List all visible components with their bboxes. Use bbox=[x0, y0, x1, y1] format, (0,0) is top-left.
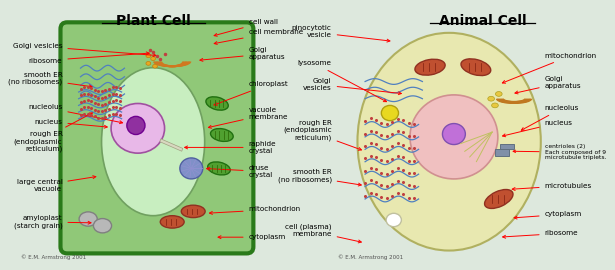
Text: centrioles (2)
Each composed of 9
microtubule triplets.: centrioles (2) Each composed of 9 microt… bbox=[513, 144, 606, 160]
Ellipse shape bbox=[146, 54, 151, 58]
FancyBboxPatch shape bbox=[60, 22, 253, 254]
Ellipse shape bbox=[180, 158, 203, 179]
Ellipse shape bbox=[151, 57, 156, 60]
Text: Golgi
vesicles: Golgi vesicles bbox=[303, 78, 402, 95]
Text: large central
vacuole: large central vacuole bbox=[17, 176, 96, 192]
Text: ribosome: ribosome bbox=[502, 230, 578, 238]
Ellipse shape bbox=[153, 64, 157, 68]
Text: cytoplasm: cytoplasm bbox=[514, 211, 582, 219]
Ellipse shape bbox=[210, 129, 233, 141]
Ellipse shape bbox=[79, 212, 97, 226]
Text: cell wall: cell wall bbox=[214, 19, 277, 36]
Text: nucleolus: nucleolus bbox=[522, 105, 579, 130]
Polygon shape bbox=[500, 144, 514, 149]
Ellipse shape bbox=[410, 95, 498, 179]
Text: nucleolus: nucleolus bbox=[28, 104, 122, 124]
Text: cell (plasma)
membrane: cell (plasma) membrane bbox=[285, 224, 362, 243]
Text: rough ER
(endoplasmic
reticulum): rough ER (endoplasmic reticulum) bbox=[283, 120, 362, 150]
Text: ribosome: ribosome bbox=[29, 52, 149, 63]
Text: amyloplast
(starch grain): amyloplast (starch grain) bbox=[14, 215, 91, 229]
Ellipse shape bbox=[127, 116, 145, 134]
Text: vacuole
membrane: vacuole membrane bbox=[208, 107, 288, 128]
Ellipse shape bbox=[381, 105, 399, 121]
Text: cytoplasm: cytoplasm bbox=[218, 234, 286, 240]
Ellipse shape bbox=[208, 162, 230, 175]
Text: nucleus: nucleus bbox=[502, 120, 573, 137]
Text: pinocytotic
vesicle: pinocytotic vesicle bbox=[292, 25, 390, 42]
Text: Golgi vesicles: Golgi vesicles bbox=[13, 43, 156, 57]
Text: druse
crystal: druse crystal bbox=[207, 165, 273, 178]
Polygon shape bbox=[160, 139, 183, 151]
Ellipse shape bbox=[93, 218, 111, 233]
Ellipse shape bbox=[461, 59, 491, 76]
Text: raphide
crystal: raphide crystal bbox=[184, 141, 276, 154]
Ellipse shape bbox=[206, 97, 228, 110]
Text: Animal Cell: Animal Cell bbox=[438, 14, 526, 28]
Ellipse shape bbox=[161, 216, 184, 228]
Ellipse shape bbox=[146, 62, 151, 65]
Text: microtubules: microtubules bbox=[512, 183, 592, 190]
Ellipse shape bbox=[101, 68, 205, 216]
Ellipse shape bbox=[496, 92, 502, 96]
Ellipse shape bbox=[485, 190, 513, 208]
Ellipse shape bbox=[111, 103, 165, 153]
Ellipse shape bbox=[415, 59, 445, 75]
Polygon shape bbox=[495, 149, 509, 156]
Text: smooth ER
(no ribosomes): smooth ER (no ribosomes) bbox=[8, 72, 92, 88]
Text: mitochondrion: mitochondrion bbox=[502, 53, 597, 83]
Ellipse shape bbox=[181, 205, 205, 218]
Text: Golgi
apparatus: Golgi apparatus bbox=[200, 47, 285, 61]
Text: smooth ER
(no ribosomes): smooth ER (no ribosomes) bbox=[277, 169, 361, 186]
Ellipse shape bbox=[442, 124, 466, 144]
Text: rough ER
(endoplasmic
reticulum): rough ER (endoplasmic reticulum) bbox=[14, 113, 92, 152]
Text: chloroplast: chloroplast bbox=[214, 81, 288, 105]
Text: Plant Cell: Plant Cell bbox=[116, 14, 191, 28]
Ellipse shape bbox=[386, 213, 402, 227]
Text: cell membrane: cell membrane bbox=[214, 29, 303, 45]
Text: © E.M. Armstrong 2001: © E.M. Armstrong 2001 bbox=[22, 254, 87, 260]
Text: © E.M. Armstrong 2001: © E.M. Armstrong 2001 bbox=[338, 254, 403, 260]
Ellipse shape bbox=[488, 96, 494, 101]
Text: mitochondrion: mitochondrion bbox=[210, 207, 301, 214]
Ellipse shape bbox=[491, 103, 498, 108]
Text: Golgi
apparatus: Golgi apparatus bbox=[515, 76, 581, 94]
Text: lysosome: lysosome bbox=[298, 60, 386, 102]
Text: nucleus: nucleus bbox=[34, 119, 107, 128]
Ellipse shape bbox=[357, 33, 541, 251]
